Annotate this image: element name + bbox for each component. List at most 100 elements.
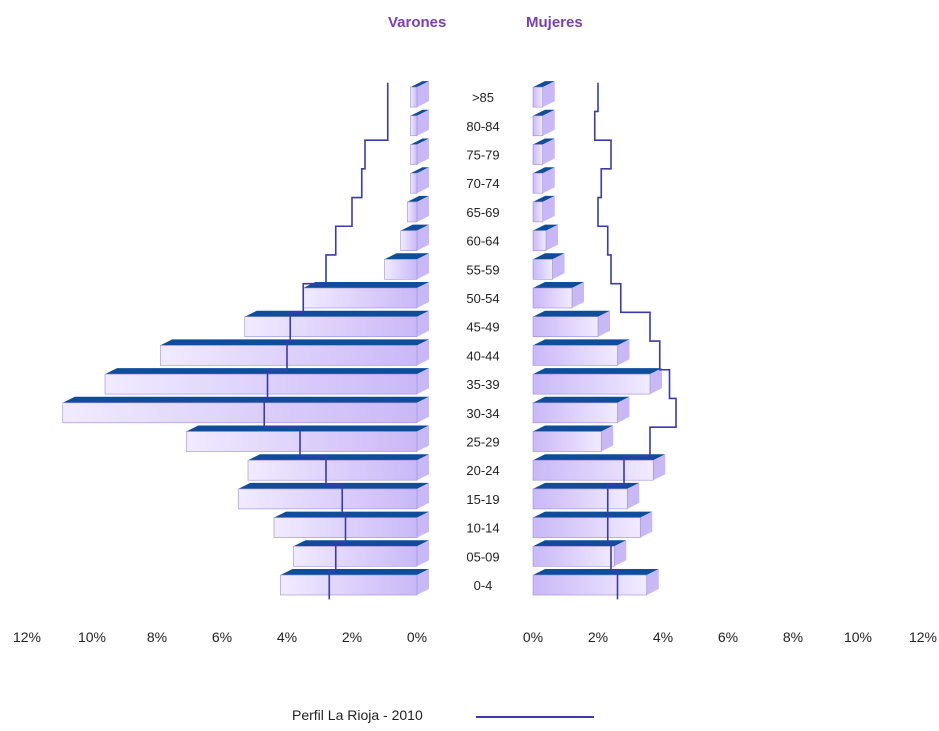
tick-left: 12% xyxy=(13,629,41,645)
bar-right-top-face xyxy=(533,339,630,346)
category-label-55-59: 55-59 xyxy=(466,262,499,277)
category-label-35-39: 35-39 xyxy=(466,377,499,392)
bar-left-top-face xyxy=(303,282,429,288)
bar-left-side-face xyxy=(417,454,429,481)
bar-left-front-face xyxy=(384,258,418,280)
bar-left-10-14 xyxy=(273,511,429,538)
bar-left-front-face xyxy=(159,345,418,366)
bar-left-05-09 xyxy=(293,540,429,567)
bar-right-side-face xyxy=(542,81,555,108)
legend-label: Perfil La Rioja - 2010 xyxy=(292,707,423,723)
bar-right-side-face xyxy=(546,224,558,251)
bar-left-side-face xyxy=(417,81,429,108)
tick-left: 0% xyxy=(407,629,427,645)
category-label-65-69: 65-69 xyxy=(466,205,499,220)
bar-left-65-69 xyxy=(406,195,429,223)
bar-left-20-24 xyxy=(247,454,429,481)
tick-left: 6% xyxy=(212,629,232,645)
bar-right-top-face xyxy=(533,540,627,547)
bar-left-front-face xyxy=(410,172,418,194)
bar-left-top-face xyxy=(248,454,429,461)
bar-left-front-face xyxy=(410,115,418,137)
bar-right-45-49 xyxy=(532,310,610,338)
bar-left-side-face xyxy=(417,569,429,595)
right-header: Mujeres xyxy=(526,14,583,31)
bar-left-top-face xyxy=(160,339,429,346)
bar-left-side-face xyxy=(417,310,429,337)
bar-left-front-face xyxy=(302,287,418,309)
category-label-0-4: 0-4 xyxy=(474,578,493,593)
bar-right-top-face xyxy=(533,195,555,202)
tick-right: 10% xyxy=(844,629,872,645)
category-label-20-24: 20-24 xyxy=(466,463,499,478)
bar-right-top-face xyxy=(533,138,555,145)
bar-left-front-face xyxy=(280,574,418,596)
bar-right-top-face xyxy=(533,282,584,288)
bar-left-50-54 xyxy=(302,282,429,309)
bar-left-side-face xyxy=(417,253,429,280)
reference-lines xyxy=(263,82,677,600)
bar-left-75-79 xyxy=(410,138,429,165)
bar-right-65-69 xyxy=(532,195,555,223)
bar-left-top-face xyxy=(400,224,429,231)
bar-left-0-4 xyxy=(280,569,429,596)
tick-right: 6% xyxy=(718,629,738,645)
category-label->85: >85 xyxy=(472,90,494,105)
bar-left-top-face xyxy=(410,167,429,174)
tick-right: 4% xyxy=(653,629,673,645)
axis-ticks: 0% 0% 2% 2% 4% 4% 6% 6% 8% 8% 10% 10% 12% 12% xyxy=(13,629,937,645)
bar-left-80-84 xyxy=(410,109,429,137)
bar-left-55-59 xyxy=(384,253,429,280)
bar-right-front-face xyxy=(532,258,553,280)
bar-left-front-face xyxy=(293,545,418,567)
bar-right-front-face xyxy=(532,517,641,538)
bar-left-top-face xyxy=(410,138,429,145)
bar-left-front-face xyxy=(185,431,418,452)
bar-right-40-44 xyxy=(532,339,630,366)
bar-left-side-face xyxy=(417,425,429,452)
bar-left-40-44 xyxy=(159,339,429,366)
bar-right-front-face xyxy=(532,144,544,165)
reference-line-right xyxy=(593,82,677,600)
bar-left-side-face xyxy=(417,368,429,395)
bar-left-top-face xyxy=(238,482,429,489)
bar-right-75-79 xyxy=(532,138,555,165)
bar-right-front-face xyxy=(532,230,547,251)
bar-right-10-14 xyxy=(532,511,653,538)
bar-left-top-face xyxy=(274,511,429,518)
category-label-45-49: 45-49 xyxy=(466,320,499,335)
bar-right-side-face xyxy=(617,396,630,423)
bar-left-front-face xyxy=(62,402,418,424)
category-label-75-79: 75-79 xyxy=(466,148,499,163)
bar-left-front-face xyxy=(410,86,418,108)
bar-left-top-face xyxy=(280,569,429,575)
bar-right-side-face xyxy=(614,540,627,567)
bar-right-front-face xyxy=(532,316,599,338)
bar-left-top-face xyxy=(410,109,429,116)
bar-right-side-face xyxy=(542,167,555,194)
category-label-10-14: 10-14 xyxy=(466,521,499,536)
bar-left-side-face xyxy=(417,511,429,538)
tick-left: 4% xyxy=(277,629,297,645)
bar-left-top-face xyxy=(384,253,429,260)
bar-right-front-face xyxy=(532,172,544,194)
bar-right-80-84 xyxy=(532,109,555,137)
tick-right: 12% xyxy=(909,629,937,645)
category-label-50-54: 50-54 xyxy=(466,291,499,306)
bar-right-front-face xyxy=(532,545,615,567)
bar-right-front-face xyxy=(532,115,544,137)
left-header: Varones xyxy=(388,14,447,31)
bar-right-35-39 xyxy=(532,368,662,395)
category-labels: 0-4 05-09 10-14 15-19 20-24 25-29 30-34 35-39 40… xyxy=(466,90,499,593)
tick-right: 2% xyxy=(588,629,608,645)
bar-right-side-face xyxy=(617,339,630,366)
bar-left-top-face xyxy=(410,81,429,88)
bar-left-25-29 xyxy=(185,425,429,452)
bar-right-20-24 xyxy=(532,454,666,481)
bar-right->85 xyxy=(532,81,555,108)
category-label-30-34: 30-34 xyxy=(466,406,499,421)
bar-right-top-face xyxy=(533,109,555,116)
bar-right-0-4 xyxy=(532,569,659,596)
category-label-70-74: 70-74 xyxy=(466,176,499,191)
